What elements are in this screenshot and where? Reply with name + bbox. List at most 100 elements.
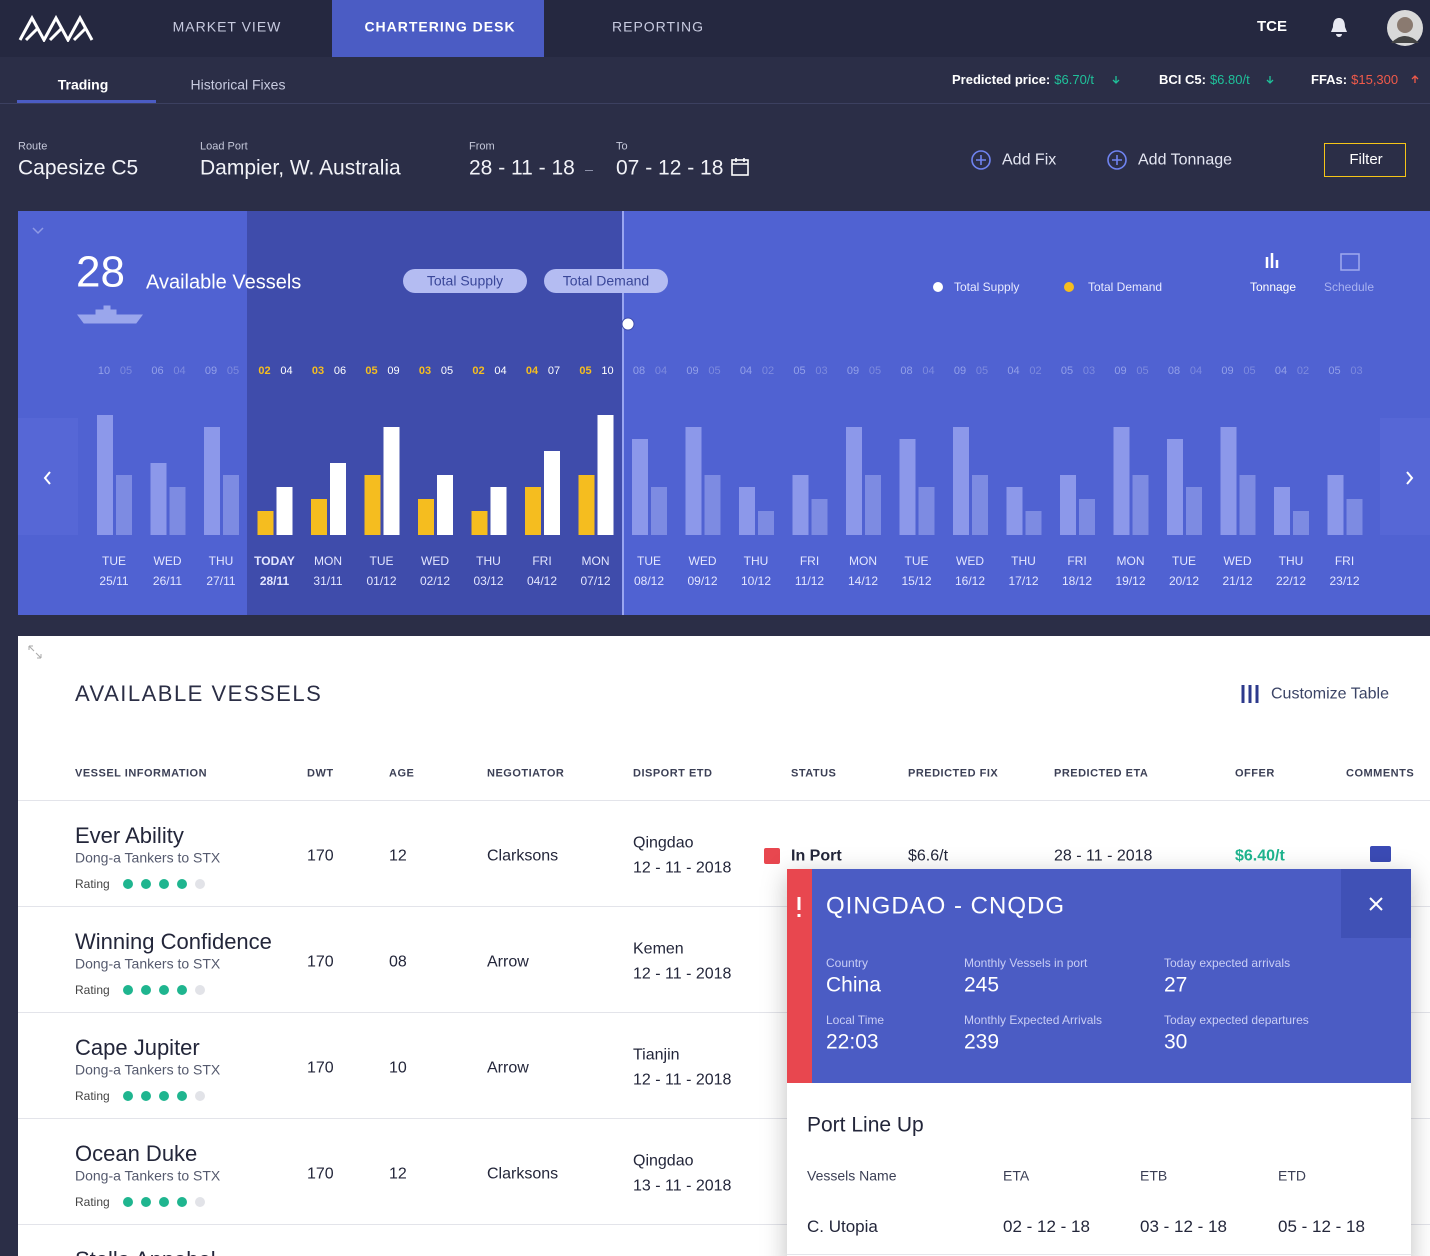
demand-bar [846,427,862,535]
subnav-underline [17,100,156,103]
rating-dot [195,879,205,889]
column-header: DWT [307,767,334,780]
supply-bar [116,475,132,535]
lineup-cell: C. Utopia [807,1216,878,1236]
rating-dot [123,985,133,995]
supply-bar [972,475,988,535]
tonnage-icon[interactable] [1265,253,1279,268]
comment-icon[interactable] [1370,846,1391,862]
prev-button[interactable] [18,418,78,535]
date-label: 21/12 [1222,574,1252,588]
filter-value[interactable]: 28 - 11 - 18 [469,156,575,180]
calendar-icon[interactable] [731,157,749,176]
day-label: WED [956,554,984,568]
lineup-header: ETD [1278,1167,1306,1184]
day-label: FRI [1067,554,1086,568]
demand-bar [632,439,648,535]
day-label: FRI [532,554,551,568]
date-label: 07/12 [580,574,610,588]
tce-toggle[interactable]: TCE [1257,18,1287,35]
supply-bar [1079,499,1095,535]
offer: $6.40/t [1235,847,1285,865]
supply-bar [865,475,881,535]
demand-label: 05 [1061,365,1073,377]
supply-label: 05 [976,365,988,377]
date-label: 15/12 [901,574,931,588]
supply-bar [1025,511,1042,535]
date-label: 16/12 [955,574,985,588]
demand-label: 05 [1328,365,1340,377]
day-label: WED [154,554,182,568]
supply-bar [490,487,507,535]
demand-label: 09 [686,365,698,377]
rating-dot [177,1197,187,1207]
supply-bar [597,415,614,535]
filter-value[interactable]: Dampier, W. Australia [200,156,401,180]
customize-icon[interactable] [1241,685,1261,703]
stat-value: 27 [1164,973,1188,997]
subnav-tab[interactable]: Historical Fixes [190,76,286,93]
demand-bar [418,499,434,535]
toggle-supply[interactable] [403,269,527,293]
demand-bar [739,487,755,535]
supply-bar [330,463,346,535]
expand-icon[interactable] [28,645,42,659]
date-label: 20/12 [1169,574,1199,588]
demand-label: 09 [847,365,859,377]
date-label: 31/11 [313,574,342,588]
rating-dot [123,1197,133,1207]
day-label: MON [1117,554,1145,568]
vessel-count: 28 [76,248,125,297]
supply-bar [1132,475,1149,535]
column-header: PREDICTED FIX [908,767,999,780]
demand-bar [150,463,167,535]
schedule-icon[interactable] [1340,253,1360,271]
row-divider [18,1224,1430,1225]
toggle-demand[interactable] [544,269,668,293]
price-item: FFAs: $15,300 [1311,72,1398,88]
day-label: MON [314,554,342,568]
nav-tab[interactable]: REPORTING [612,18,704,35]
predicted-eta: 28 - 11 - 2018 [1054,847,1153,865]
demand-label: 08 [900,365,912,377]
next-button[interactable] [1380,418,1430,535]
collapse-chevron[interactable] [32,227,44,235]
add-tonnage-button[interactable]: Add Tonnage [1138,151,1233,169]
supply-label: 04 [655,365,667,377]
subnav-tab[interactable]: Trading [57,76,109,93]
price-item: Predicted price: $6.70/t [952,72,1094,88]
avatar[interactable] [1386,9,1424,47]
day-label: WED [421,554,449,568]
supply-label: 02 [1029,365,1041,377]
filter-value[interactable]: Capesize C5 [18,156,139,180]
supply-label: 05 [869,365,881,377]
demand-label: 02 [472,365,484,377]
add-fix-button[interactable]: Add Fix [1002,151,1057,169]
filter-button[interactable] [1324,143,1406,177]
nav-tab[interactable]: CHARTERING DESK [364,18,516,35]
supply-label: 03 [1083,365,1095,377]
column-header: PREDICTED ETA [1054,767,1149,780]
date-label: 08/12 [634,574,664,588]
price-label: Predicted price: [952,72,1051,87]
nav-tab[interactable]: MARKET VIEW [172,18,282,35]
negotiator: Clarksons [487,847,559,865]
lineup-divider [787,1254,1411,1255]
rating-dot [159,1197,169,1207]
day-label: THU [209,554,234,568]
price-label: BCI C5: [1159,72,1206,87]
supply-bar [811,499,828,535]
day-label: TODAY [254,554,295,568]
filter-label: Load Port [200,140,248,153]
range-handle[interactable] [622,211,624,615]
row-divider [18,1012,1430,1013]
date-label: 22/12 [1276,574,1306,588]
customize-table[interactable]: Customize Table [1271,685,1389,703]
filter-value[interactable]: 07 - 12 - 18 [616,156,724,180]
rating-dot [177,1091,187,1101]
stat-label: Local Time [826,1012,885,1027]
vessel-name: Cape Jupiter [75,1034,200,1060]
vessel-name: Ever Ability [75,822,184,848]
bell-icon[interactable] [1328,16,1350,38]
